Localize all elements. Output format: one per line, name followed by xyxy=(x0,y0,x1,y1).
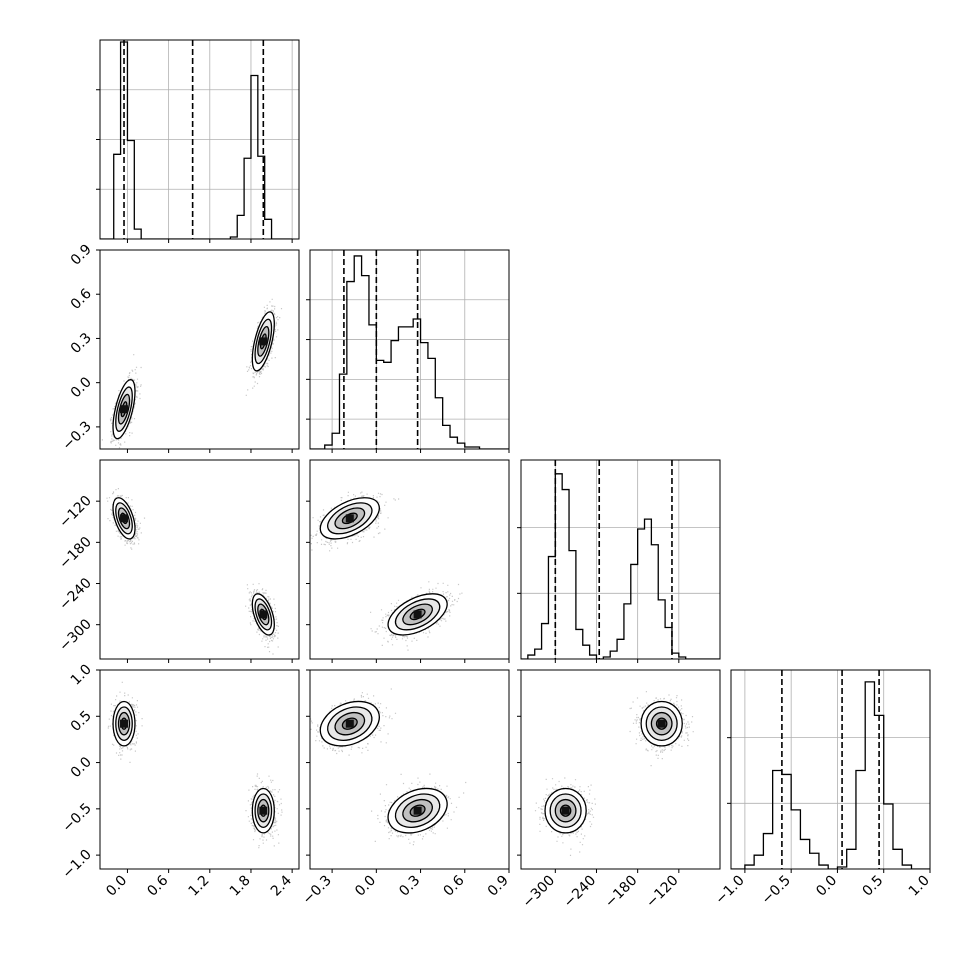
panel-1-0 xyxy=(96,249,300,453)
density-peak-0 xyxy=(120,514,129,523)
x-tick-label-0-1: 0.6 xyxy=(144,872,171,899)
x-tick-label-3-4: 1.0 xyxy=(906,873,933,900)
density-peak-1 xyxy=(561,806,570,815)
density-peak-1 xyxy=(413,610,422,619)
panel-frame xyxy=(309,669,510,870)
histogram-1 xyxy=(310,255,509,449)
x-tick-label-0-0: 0.0 xyxy=(103,873,130,900)
x-tick-label-1-2: 0.3 xyxy=(396,873,423,900)
panel-3-2 xyxy=(517,669,721,873)
x-tick-label-2-2: −180 xyxy=(602,873,641,912)
x-tick-label-3-3: 0.5 xyxy=(859,873,886,900)
x-tick-label-0-2: 1.2 xyxy=(186,873,213,900)
panel-frame xyxy=(99,39,300,240)
panel-frame xyxy=(309,249,510,450)
x-tick-label-0-4: 2.4 xyxy=(268,872,295,899)
panel-2-2 xyxy=(517,459,721,663)
panel-frame xyxy=(99,459,300,660)
y-tick-label-1-1: 0.0 xyxy=(68,374,95,401)
panel-1-1 xyxy=(306,249,510,453)
panel-frame xyxy=(730,669,931,870)
y-tick-label-3-4: 1.0 xyxy=(68,662,95,689)
x-tick-label-1-0: −0.3 xyxy=(300,873,335,908)
y-tick-label-3-2: 0.0 xyxy=(68,754,95,781)
density-peak-1 xyxy=(259,337,268,346)
density-peak-0 xyxy=(345,514,354,523)
panel-frame xyxy=(520,669,721,870)
y-tick-label-2-2: −180 xyxy=(56,534,95,573)
panel-2-0 xyxy=(96,459,300,663)
scatter-points-1 xyxy=(370,581,463,651)
panel-3-1 xyxy=(306,669,510,873)
y-tick-label-3-3: 0.5 xyxy=(68,708,95,735)
histogram-2 xyxy=(521,473,720,659)
x-tick-label-2-0: −300 xyxy=(520,873,559,912)
x-tick-label-3-2: 0.0 xyxy=(813,873,840,900)
histogram-3 xyxy=(731,681,930,869)
density-peak-0 xyxy=(657,719,666,728)
y-tick-label-1-3: 0.6 xyxy=(68,286,95,313)
x-tick-label-3-1: −0.5 xyxy=(759,873,794,908)
y-tick-label-1-4: 0.9 xyxy=(68,242,95,269)
density-peak-1 xyxy=(259,610,268,619)
panel-2-1 xyxy=(306,459,510,663)
y-tick-label-1-0: −0.3 xyxy=(59,418,94,453)
x-tick-label-1-1: 0.0 xyxy=(352,873,379,900)
histogram-0 xyxy=(100,41,293,239)
y-tick-label-2-0: −300 xyxy=(56,616,95,655)
y-tick-label-3-0: −1.0 xyxy=(59,847,94,882)
panel-3-3 xyxy=(727,669,931,873)
x-tick-label-1-4: 0.9 xyxy=(485,873,512,900)
density-peak-1 xyxy=(259,806,268,815)
density-peak-0 xyxy=(120,719,129,728)
panel-frame xyxy=(520,459,721,660)
density-peak-0 xyxy=(345,719,354,728)
x-tick-label-1-3: 0.6 xyxy=(441,872,468,899)
y-tick-label-1-2: 0.3 xyxy=(68,330,95,357)
x-tick-label-3-0: −1.0 xyxy=(712,873,747,908)
x-tick-label-2-1: −240 xyxy=(561,873,600,912)
y-tick-label-2-3: −120 xyxy=(56,493,95,532)
panel-frame xyxy=(99,249,300,450)
x-tick-label-2-3: −120 xyxy=(643,873,682,912)
panel-frame xyxy=(99,669,300,870)
y-tick-label-2-1: −240 xyxy=(56,575,95,614)
density-peak-0 xyxy=(120,405,129,414)
x-tick-label-0-3: 1.8 xyxy=(227,873,254,900)
panel-3-0 xyxy=(96,669,300,873)
panel-0-0 xyxy=(96,39,300,243)
panel-frame xyxy=(309,459,510,660)
y-tick-label-3-1: −0.5 xyxy=(59,800,94,835)
density-peak-1 xyxy=(413,806,422,815)
